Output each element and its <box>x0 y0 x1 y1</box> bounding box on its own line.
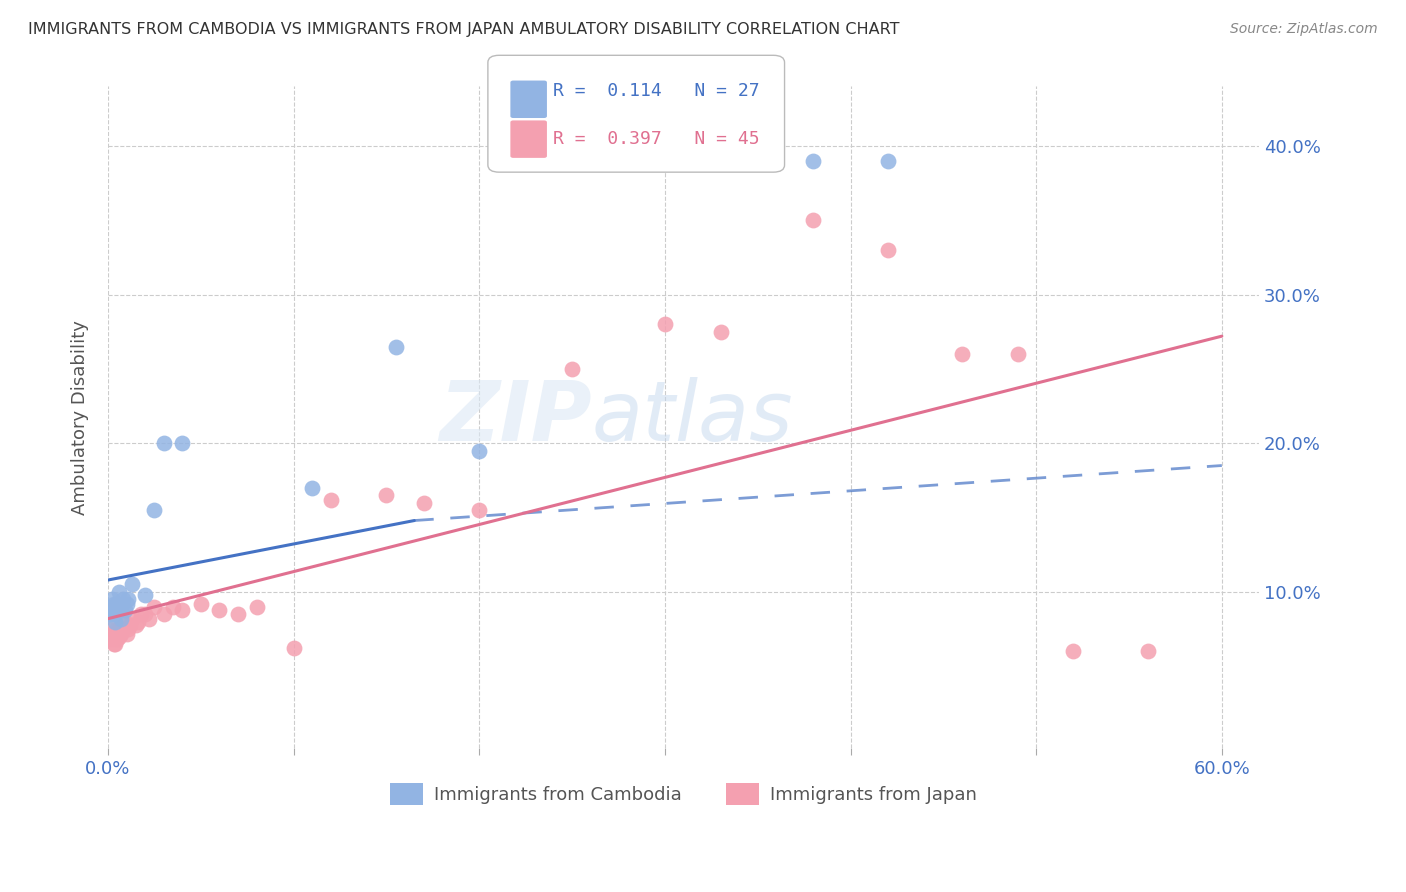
Point <box>103 637 125 651</box>
Point <box>114 603 136 617</box>
Point <box>208 603 231 617</box>
Point <box>105 597 128 611</box>
Point <box>301 481 323 495</box>
Point <box>120 617 142 632</box>
Point <box>710 153 733 168</box>
Point <box>468 503 491 517</box>
Legend: Immigrants from Cambodia, Immigrants from Japan: Immigrants from Cambodia, Immigrants fro… <box>382 775 984 812</box>
Point <box>1136 644 1159 658</box>
Point <box>143 503 166 517</box>
Point <box>226 607 249 622</box>
Point <box>710 325 733 339</box>
Point <box>468 443 491 458</box>
Text: atlas: atlas <box>592 376 793 458</box>
Point <box>1062 644 1084 658</box>
Text: ZIP: ZIP <box>439 376 592 458</box>
Point <box>115 626 138 640</box>
Point <box>125 617 148 632</box>
Point <box>803 213 825 227</box>
Point <box>319 492 342 507</box>
Point <box>876 153 898 168</box>
Point <box>384 340 406 354</box>
Point <box>283 641 305 656</box>
Point <box>172 603 194 617</box>
Point <box>103 603 125 617</box>
Point <box>172 436 194 450</box>
Point <box>111 592 134 607</box>
Point <box>100 599 122 614</box>
Text: Source: ZipAtlas.com: Source: ZipAtlas.com <box>1230 22 1378 37</box>
Point <box>104 607 127 622</box>
Point <box>1007 347 1029 361</box>
Point <box>104 637 127 651</box>
Text: R =  0.114   N = 27: R = 0.114 N = 27 <box>553 82 759 100</box>
Point <box>121 612 143 626</box>
Point <box>245 599 267 614</box>
Point <box>108 603 131 617</box>
Point <box>950 347 973 361</box>
Point <box>104 630 127 644</box>
Point <box>108 630 131 644</box>
Text: IMMIGRANTS FROM CAMBODIA VS IMMIGRANTS FROM JAPAN AMBULATORY DISABILITY CORRELAT: IMMIGRANTS FROM CAMBODIA VS IMMIGRANTS F… <box>28 22 900 37</box>
Point <box>111 622 134 636</box>
Point <box>152 436 174 450</box>
Point <box>143 599 166 614</box>
Point <box>375 488 398 502</box>
Point <box>152 607 174 622</box>
Point <box>803 153 825 168</box>
Point <box>98 622 121 636</box>
Point <box>190 597 212 611</box>
Point <box>110 612 132 626</box>
Point <box>131 607 153 622</box>
Point <box>115 597 138 611</box>
Point <box>121 577 143 591</box>
Point <box>876 243 898 257</box>
Point <box>100 632 122 647</box>
Point <box>103 630 125 644</box>
Point <box>117 592 139 607</box>
Point <box>561 362 583 376</box>
Point <box>100 592 122 607</box>
Point <box>100 626 122 640</box>
Point <box>117 622 139 636</box>
Point <box>105 632 128 647</box>
Point <box>114 615 136 629</box>
Point <box>138 612 160 626</box>
Point <box>103 597 125 611</box>
Point <box>110 626 132 640</box>
Point <box>412 496 434 510</box>
Point <box>108 585 131 599</box>
Point <box>105 622 128 636</box>
Point <box>108 622 131 636</box>
Point <box>127 615 149 629</box>
Point <box>134 588 156 602</box>
Point <box>162 599 184 614</box>
Point <box>134 607 156 622</box>
Point <box>110 599 132 614</box>
Point <box>104 615 127 629</box>
Point <box>98 607 121 622</box>
Point <box>654 318 676 332</box>
Y-axis label: Ambulatory Disability: Ambulatory Disability <box>72 319 89 515</box>
Text: R =  0.397   N = 45: R = 0.397 N = 45 <box>553 130 759 148</box>
